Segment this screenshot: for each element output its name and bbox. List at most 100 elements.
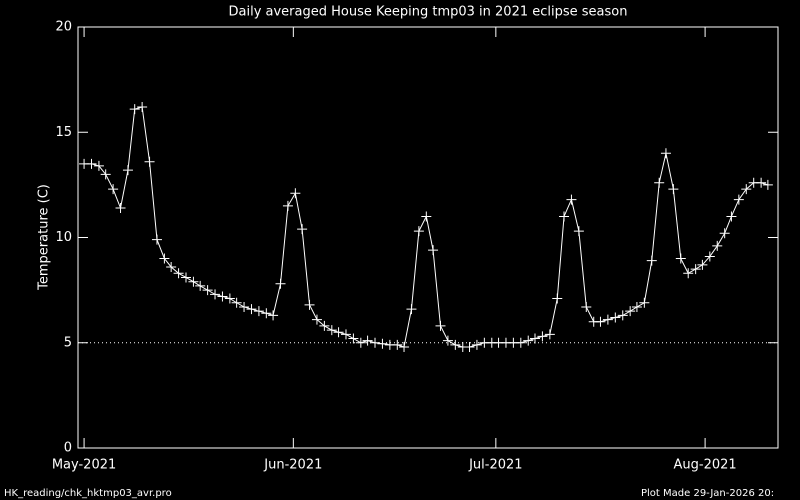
data-marker (406, 304, 417, 315)
data-marker (362, 335, 373, 346)
footer-right: Plot Made 29-Jan-2026 20: (641, 488, 774, 499)
data-marker (195, 280, 206, 291)
data-marker (719, 228, 730, 239)
data-marker (340, 329, 351, 340)
data-marker (515, 337, 526, 348)
data-marker (231, 297, 242, 308)
data-marker (144, 156, 155, 167)
data-marker (421, 211, 432, 222)
data-marker (202, 285, 213, 296)
data-marker (559, 211, 570, 222)
data-marker (450, 339, 461, 350)
y-axis-label: Temperature (C) (37, 184, 52, 291)
data-marker (625, 306, 636, 317)
data-marker (595, 316, 606, 327)
data-marker (617, 310, 628, 321)
y-tick-label: 0 (64, 441, 72, 456)
y-tick-label: 15 (55, 125, 72, 140)
x-tick-label: Aug-2021 (674, 458, 737, 473)
data-marker (654, 177, 665, 188)
data-marker (442, 335, 453, 346)
data-marker (108, 184, 119, 195)
x-tick-label: May-2021 (52, 458, 116, 473)
data-marker (268, 310, 279, 321)
data-marker (151, 234, 162, 245)
data-marker (173, 268, 184, 279)
data-marker (523, 335, 534, 346)
data-marker (683, 268, 694, 279)
data-marker (159, 253, 170, 264)
footer-left: HK_reading/chk_hktmp03_avr.pro (4, 488, 172, 499)
data-marker (762, 179, 773, 190)
data-marker (137, 101, 148, 112)
data-marker (733, 194, 744, 205)
data-marker (326, 325, 337, 336)
data-marker (631, 301, 642, 312)
x-tick-label: Jul-2021 (468, 458, 522, 473)
data-marker (581, 301, 592, 312)
data-marker (253, 306, 264, 317)
data-marker (435, 320, 446, 331)
data-marker (100, 169, 111, 180)
data-marker (261, 308, 272, 319)
data-marker (129, 104, 140, 115)
data-marker (217, 291, 228, 302)
data-marker (246, 304, 257, 315)
y-tick-label: 10 (55, 230, 72, 245)
y-tick-label: 5 (64, 335, 72, 350)
plot-frame (77, 26, 779, 449)
data-marker (471, 339, 482, 350)
data-marker (348, 333, 359, 344)
data-marker (610, 312, 621, 323)
data-marker (188, 276, 199, 287)
data-marker (428, 245, 439, 256)
data-marker (319, 320, 330, 331)
data-marker (566, 194, 577, 205)
data-marker (544, 329, 555, 340)
data-marker (552, 293, 563, 304)
data-marker (646, 255, 657, 266)
data-marker (602, 314, 613, 325)
data-marker (333, 327, 344, 338)
data-marker (290, 188, 301, 199)
data-marker (668, 184, 679, 195)
data-marker (115, 203, 126, 214)
data-marker (675, 253, 686, 264)
data-marker (239, 301, 250, 312)
data-marker (355, 337, 366, 348)
x-tick-label: Jun-2021 (263, 458, 322, 473)
data-marker (726, 211, 737, 222)
data-marker (712, 240, 723, 251)
data-marker (537, 331, 548, 342)
data-marker (464, 341, 475, 352)
data-marker (166, 261, 177, 272)
data-marker (529, 333, 540, 344)
data-marker (413, 226, 424, 237)
data-marker (370, 337, 381, 348)
data-marker (690, 264, 701, 275)
data-marker (304, 299, 315, 310)
data-marker (224, 293, 235, 304)
data-marker (311, 314, 322, 325)
data-marker (741, 184, 752, 195)
data-marker (377, 338, 388, 349)
data-marker (282, 200, 293, 211)
data-marker (86, 158, 97, 169)
data-marker (392, 339, 403, 350)
data-marker (756, 177, 767, 188)
data-marker (660, 148, 671, 159)
data-marker (210, 289, 221, 300)
data-marker (573, 226, 584, 237)
data-marker (122, 165, 133, 176)
chart-title: Daily averaged House Keeping tmp03 in 20… (229, 5, 628, 20)
data-marker (93, 160, 104, 171)
data-marker (399, 341, 410, 352)
y-tick-label: 20 (55, 20, 72, 35)
data-line (84, 106, 769, 348)
data-marker (639, 297, 650, 308)
data-marker (704, 251, 715, 262)
data-marker (275, 278, 286, 289)
data-marker (181, 272, 192, 283)
data-marker (297, 224, 308, 235)
